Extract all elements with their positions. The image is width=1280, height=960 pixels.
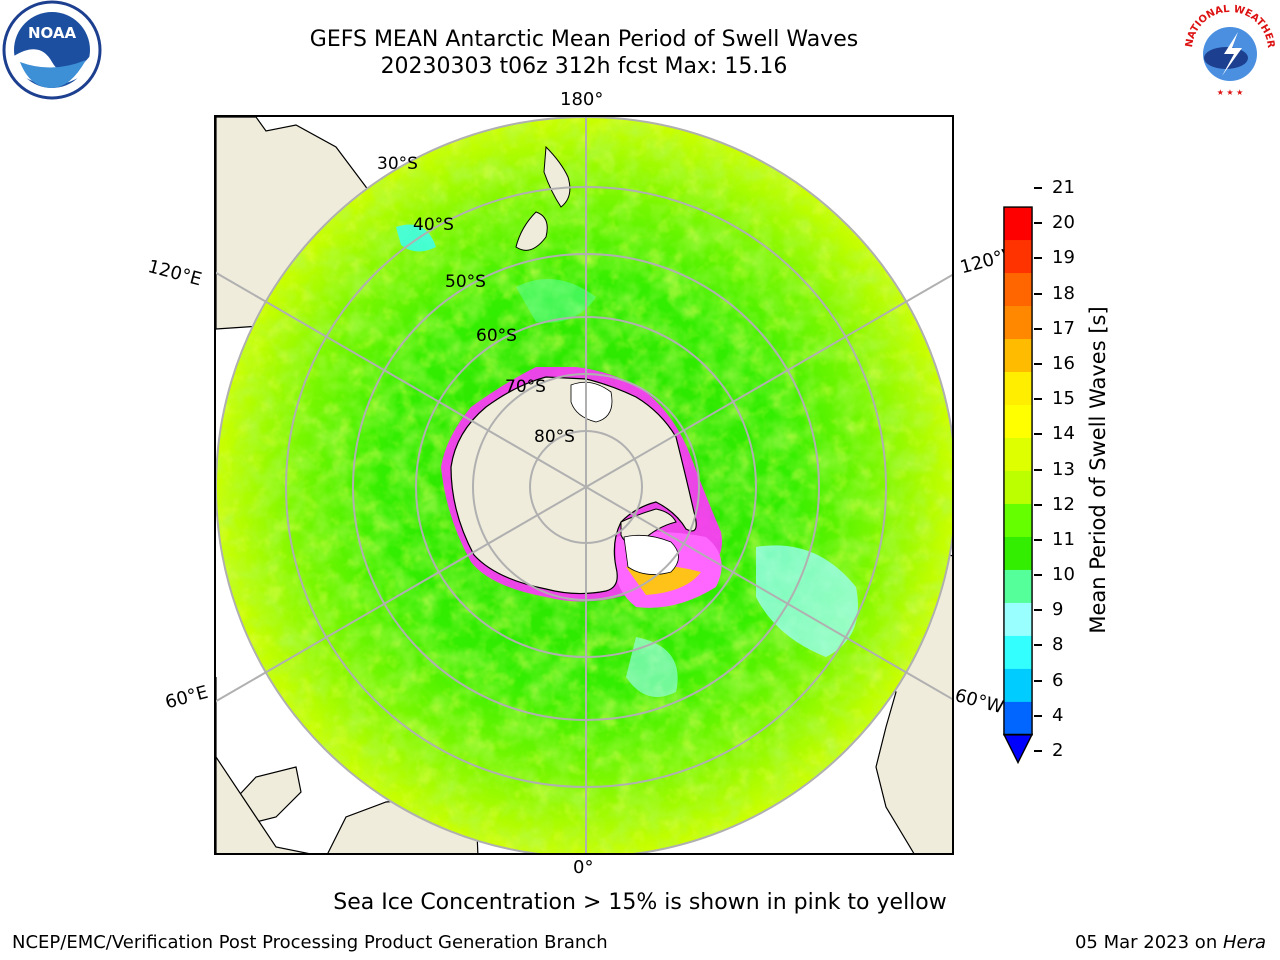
colorbar-segment (1003, 470, 1033, 504)
cyan-patch-tasman (396, 224, 436, 252)
chart-subtitle: 20230303 t06z 312h fcst Max: 15.16 (380, 54, 788, 79)
cyan-patch-atlantic (626, 637, 678, 697)
colorbar-label: Mean Period of Swell Waves [s] (1086, 306, 1110, 634)
colorbar-tick-label: 10 (1052, 564, 1075, 586)
colorbar-tick-mark (1034, 679, 1042, 682)
colorbar-tick-label: 8 (1052, 634, 1064, 656)
lon-label-60w: 60°W (952, 685, 1007, 719)
colorbar-tick-label: 11 (1052, 528, 1075, 550)
footer-credit: NCEP/EMC/Verification Post Processing Pr… (12, 932, 608, 953)
cyan-patch-pacific (516, 279, 596, 323)
colorbar-segment (1003, 404, 1033, 438)
ross-ice-shelf (570, 381, 613, 423)
indian-ocean-corner (216, 677, 310, 853)
colorbar-segment (1003, 701, 1033, 735)
colorbar-tick-mark (1034, 327, 1042, 330)
colorbar-tick-mark (1034, 609, 1042, 612)
colorbar-segment (1003, 338, 1033, 373)
colorbar-tick-label: 9 (1052, 599, 1064, 621)
svg-text:★ ★ ★: ★ ★ ★ (1217, 88, 1244, 97)
colorbar-tick-mark (1034, 222, 1042, 225)
colorbar-segment (1003, 635, 1033, 669)
nws-logo: NATIONAL WEATHER SERVICE ★ ★ ★ (1176, 0, 1280, 104)
colorbar-tick-label: 14 (1052, 423, 1075, 445)
colorbar-tick-label: 19 (1052, 247, 1075, 269)
lat-label-50s: 50°S (445, 272, 486, 292)
colorbar-segment (1003, 305, 1033, 340)
colorbar-tick-label: 20 (1052, 212, 1075, 234)
weddell-ice-shelf (623, 534, 679, 575)
lon-label-60e: 60°E (163, 681, 211, 714)
lat-label-80s: 80°S (534, 427, 575, 447)
footer-date: 05 Mar 2023 on Hera (1075, 932, 1266, 953)
colorbar-segment (1003, 503, 1033, 537)
colorbar-tick-mark (1034, 433, 1042, 436)
colorbar-tick-label: 12 (1052, 493, 1075, 515)
colorbar-tick-label: 16 (1052, 352, 1075, 374)
colorbar-tick-mark (1034, 292, 1042, 295)
lat-label-30s: 30°S (377, 154, 418, 174)
colorbar-tick-mark (1034, 644, 1042, 647)
chart-title: GEFS MEAN Antarctic Mean Period of Swell… (309, 27, 859, 52)
colorbar (1003, 206, 1033, 765)
lat-label-70s: 70°S (505, 377, 546, 397)
lat-label-40s: 40°S (413, 215, 454, 235)
colorbar-segment (1003, 437, 1033, 471)
graticule (216, 117, 952, 853)
colorbar-segment (1003, 206, 1033, 241)
colorbar-tick-mark (1034, 398, 1042, 401)
colorbar-tick-label: 13 (1052, 458, 1075, 480)
colorbar-under-arrow (1003, 733, 1033, 765)
colorbar-tick-mark (1034, 503, 1042, 506)
colorbar-segment (1003, 371, 1033, 405)
lon-label-180: 180° (560, 89, 604, 110)
colorbar-tick-label: 15 (1052, 388, 1075, 410)
footer-machine: Hera (1222, 932, 1266, 953)
colorbar-tick-label: 2 (1052, 740, 1064, 761)
colorbar-segment (1003, 536, 1033, 570)
colorbar-tick-label: 21 (1052, 177, 1075, 198)
lon-label-120e: 120°E (145, 256, 204, 291)
colorbar-tick-mark (1034, 538, 1042, 541)
colorbar-tick-label: 18 (1052, 282, 1075, 304)
sea-ice-note: Sea Ice Concentration > 15% is shown in … (333, 890, 947, 915)
colorbar-segment (1003, 668, 1033, 702)
noaa-logo-text: NOAA (28, 24, 77, 42)
colorbar-tick-label: 17 (1052, 317, 1075, 339)
colorbar-tick-mark (1034, 750, 1042, 752)
footer-date-text: 05 Mar 2023 on (1074, 932, 1223, 953)
colorbar-tick-label: 4 (1052, 704, 1064, 726)
colorbar-segment (1003, 239, 1033, 274)
colorbar-tick-mark (1034, 257, 1042, 260)
noaa-logo: NOAA (0, 0, 104, 104)
colorbar-tick-mark (1034, 362, 1042, 365)
lat-label-60s: 60°S (476, 326, 517, 346)
colorbar-tick-label: 6 (1052, 669, 1064, 691)
colorbar-segment (1003, 602, 1033, 636)
colorbar-tick-mark (1034, 714, 1042, 717)
lon-label-0: 0° (573, 857, 594, 878)
colorbar-tick-mark (1034, 574, 1042, 577)
antarctica-land (450, 376, 697, 595)
colorbar-tick-mark (1034, 468, 1042, 471)
colorbar-tick-mark (1034, 187, 1042, 189)
map-canvas (216, 117, 952, 853)
new-zealand-land (515, 145, 571, 251)
polar-map: 30°S 40°S 50°S 60°S 70°S 80°S (214, 115, 954, 855)
colorbar-segment (1003, 569, 1033, 603)
colorbar-segment (1003, 272, 1033, 307)
